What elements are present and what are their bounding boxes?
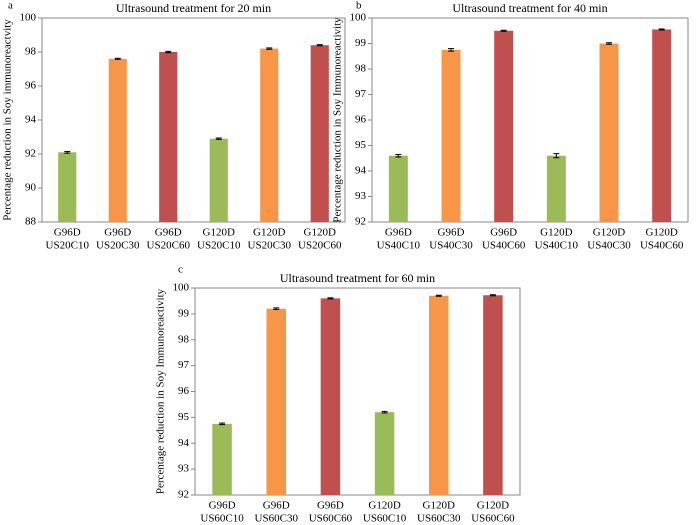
y-tick-label: 100 <box>20 12 37 24</box>
y-tick-label: 99 <box>355 37 367 49</box>
x-tick-label: G120D <box>203 227 235 239</box>
y-tick-label: 99 <box>178 307 190 319</box>
plot-frame <box>371 17 689 223</box>
bar <box>483 295 503 495</box>
x-tick-label: G96D <box>385 227 412 239</box>
bar <box>374 412 395 495</box>
y-tick-label: 98 <box>178 333 190 345</box>
bar <box>388 155 408 222</box>
x-tick-label: G96D <box>104 227 131 239</box>
y-tick-label: 95 <box>355 139 367 151</box>
y-axis-label: Percentage reduction in Soy Immunoreacti… <box>155 288 167 494</box>
x-tick-label: G120D <box>593 227 625 239</box>
y-tick-label: 100 <box>350 12 367 24</box>
plot-frame <box>41 17 346 223</box>
plot-frame <box>194 287 521 496</box>
x-tick-label: G96D <box>438 227 465 239</box>
x-tick-label: G120D <box>368 500 400 512</box>
x-tick-label: US20C60 <box>298 240 342 252</box>
chart-title: Ultrasound treatment for 60 min <box>280 271 435 285</box>
bar <box>209 138 228 222</box>
bar <box>599 43 619 222</box>
x-tick-label: G96D <box>317 500 344 512</box>
x-tick-label: US60C60 <box>471 513 515 525</box>
x-tick-label: US20C60 <box>147 240 191 252</box>
x-tick-label: G120D <box>304 227 336 239</box>
x-tick-label: G96D <box>54 227 81 239</box>
x-tick-label: US20C10 <box>46 240 90 252</box>
y-tick-label: 94 <box>178 437 190 449</box>
bar <box>58 152 77 222</box>
x-tick-label: US60C30 <box>417 513 461 525</box>
y-tick-label: 97 <box>178 359 190 371</box>
x-tick-label: US40C10 <box>377 240 421 252</box>
x-tick-label: US20C10 <box>197 240 241 252</box>
bar <box>441 49 461 222</box>
x-tick-label: US60C60 <box>309 513 353 525</box>
y-tick-label: 95 <box>178 411 190 423</box>
bar <box>212 423 232 495</box>
y-tick-label: 98 <box>355 63 367 75</box>
x-tick-label: US40C30 <box>587 240 631 252</box>
y-tick-label: 94 <box>25 114 37 126</box>
y-tick-label: 97 <box>355 88 367 100</box>
x-tick-label: G120D <box>253 227 285 239</box>
y-tick-label: 93 <box>178 463 190 475</box>
panel-label: b <box>356 0 362 12</box>
y-tick-label: 92 <box>178 489 189 501</box>
bar <box>260 48 279 222</box>
x-tick-label: US40C10 <box>535 240 579 252</box>
y-tick-label: 92 <box>25 148 36 160</box>
bar <box>159 52 178 222</box>
x-tick-label: US40C30 <box>429 240 473 252</box>
y-tick-label: 93 <box>355 190 367 202</box>
bar <box>546 155 566 222</box>
bar <box>652 29 672 222</box>
y-tick-label: 90 <box>25 182 37 194</box>
chart-title: Ultrasound treatment for 40 min <box>452 1 607 15</box>
x-tick-label: US40C60 <box>482 240 526 252</box>
x-tick-label: G96D <box>490 227 517 239</box>
bar <box>108 58 127 222</box>
bar <box>266 308 286 495</box>
y-axis-label: Percentage reduction in Soy Immunoreacti… <box>332 17 344 223</box>
bar <box>429 295 449 495</box>
x-tick-label: US60C30 <box>255 513 299 525</box>
y-tick-label: 96 <box>355 114 367 126</box>
x-tick-label: G120D <box>477 500 509 512</box>
x-tick-label: G96D <box>209 500 236 512</box>
x-tick-label: G96D <box>155 227 182 239</box>
bar <box>320 298 341 495</box>
y-tick-label: 96 <box>178 385 190 397</box>
y-tick-label: 94 <box>355 165 367 177</box>
y-tick-label: 88 <box>25 216 37 228</box>
bar <box>310 45 329 223</box>
x-tick-label: US60C10 <box>200 513 244 525</box>
x-tick-label: G120D <box>645 227 677 239</box>
x-tick-label: US20C30 <box>248 240 292 252</box>
x-tick-label: US60C10 <box>363 513 407 525</box>
panel-label: c <box>178 264 183 276</box>
y-tick-label: 100 <box>173 282 190 294</box>
x-tick-label: G120D <box>540 227 572 239</box>
y-tick-label: 92 <box>355 216 366 228</box>
chart-title: Ultrasound treatment for 20 min <box>116 1 271 15</box>
x-tick-label: US20C30 <box>96 240 140 252</box>
y-tick-label: 96 <box>25 80 37 92</box>
x-tick-label: US40C60 <box>640 240 684 252</box>
x-tick-label: G96D <box>263 500 290 512</box>
panel-label: a <box>8 0 13 12</box>
bar <box>494 30 514 222</box>
y-axis-label: Percentage reduction in Soy immunoreactv… <box>2 19 14 221</box>
x-tick-label: G120D <box>423 500 455 512</box>
y-tick-label: 98 <box>25 46 37 58</box>
